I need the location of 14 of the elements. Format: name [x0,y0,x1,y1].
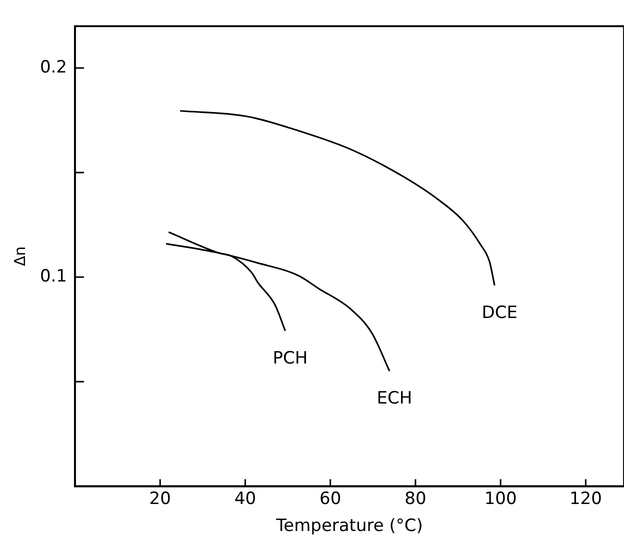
x-tick-label: 100 [484,488,517,509]
series-label: PCH [272,348,308,368]
y-tick-label: 0.2 [40,57,67,78]
x-tick-label: 40 [234,488,256,509]
x-tick-label: 20 [149,488,171,509]
series-label: ECH [376,388,412,408]
x-tick-label: 80 [404,488,426,509]
line-series [179,110,496,286]
x-tick-label: 60 [320,488,342,509]
x-axis-title: Temperature (°C) [275,516,423,536]
x-tick-label: 120 [569,488,602,509]
y-tick-label: 0.1 [40,266,67,287]
y-axis-title: Δn [10,246,29,266]
series-label: DCE [482,302,518,323]
